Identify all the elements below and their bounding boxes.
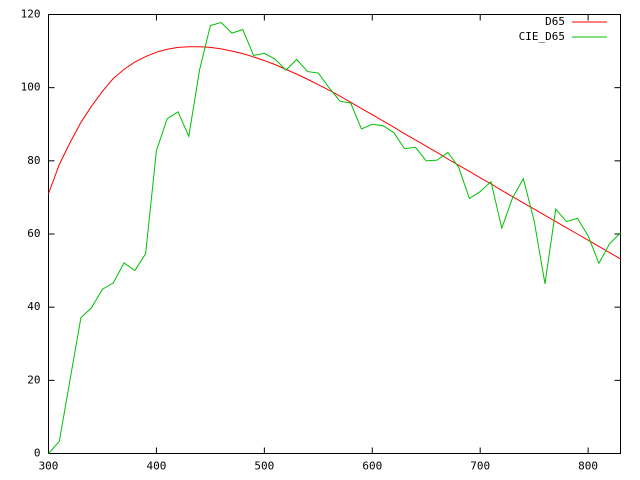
- x-tick-label: 700: [470, 460, 490, 473]
- y-tick-label: 120: [21, 8, 41, 21]
- y-tick-label: 60: [27, 227, 40, 240]
- x-tick-label: 400: [146, 460, 166, 473]
- series-line: [48, 46, 621, 260]
- x-tick-label: 300: [39, 460, 59, 473]
- legend-label: CIE_D65: [519, 30, 565, 43]
- y-tick-label: 80: [27, 154, 40, 167]
- plot-frame: [48, 14, 621, 454]
- x-tick-label: 600: [362, 460, 382, 473]
- y-tick-label: 0: [34, 447, 41, 460]
- legend-label: D65: [545, 15, 565, 28]
- x-tick-label: 800: [578, 460, 598, 473]
- y-tick-label: 100: [21, 81, 41, 94]
- series-line: [48, 21, 621, 454]
- y-tick-label: 40: [27, 300, 40, 313]
- x-tick-label: 500: [254, 460, 274, 473]
- y-tick-label: 20: [27, 373, 40, 386]
